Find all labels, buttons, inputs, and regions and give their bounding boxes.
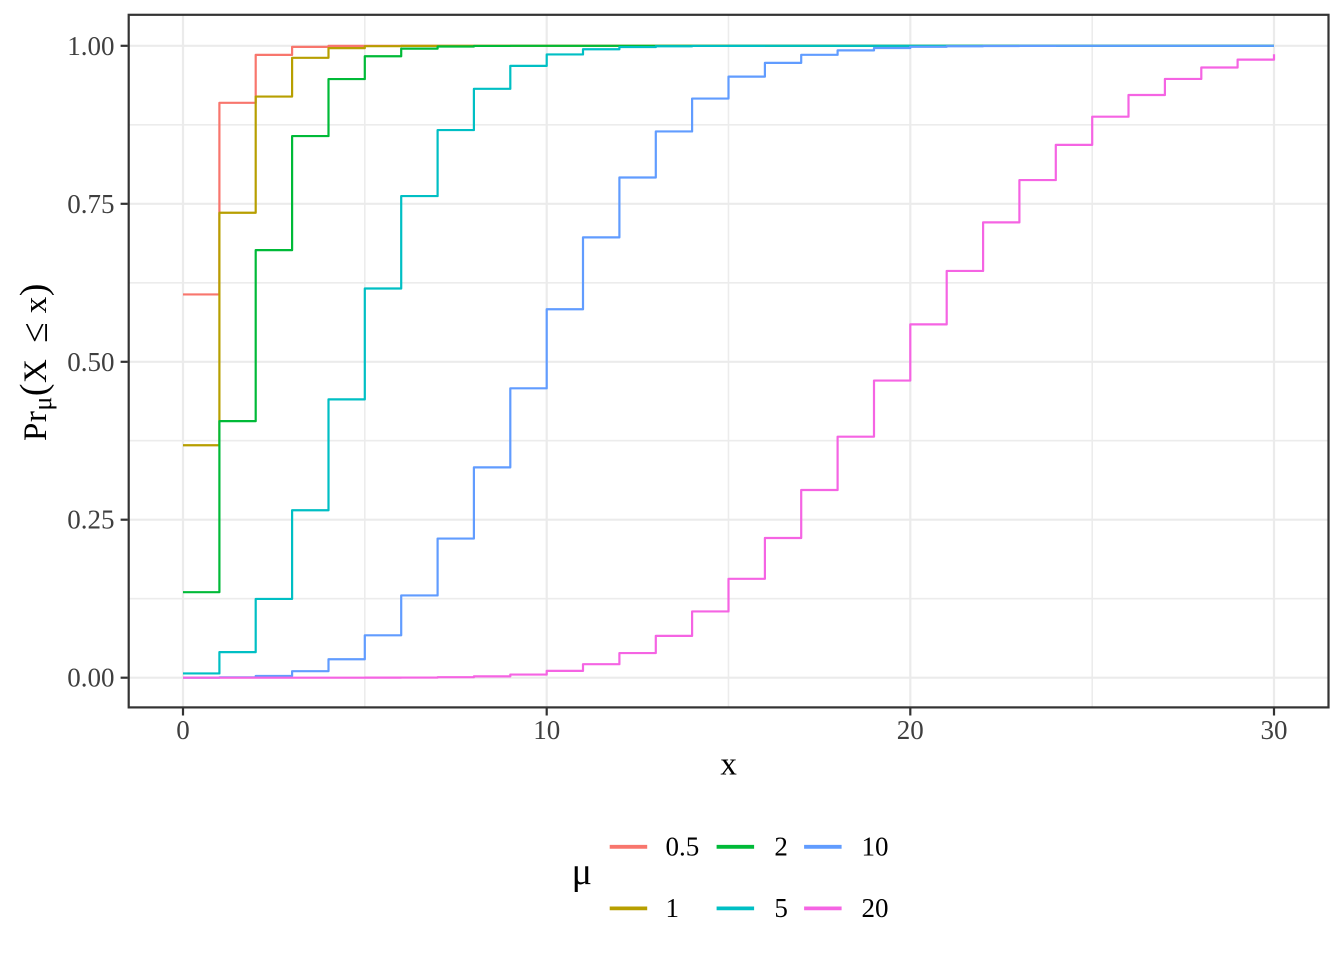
- svg-text:0.00: 0.00: [67, 663, 114, 693]
- svg-text:5: 5: [774, 893, 788, 923]
- svg-text:x: x: [720, 747, 737, 783]
- svg-text:30: 30: [1261, 715, 1288, 745]
- svg-text:0.50: 0.50: [67, 347, 114, 377]
- svg-text:0.25: 0.25: [67, 505, 114, 535]
- svg-text:10: 10: [533, 715, 560, 745]
- svg-text:0: 0: [176, 715, 190, 745]
- svg-text:10: 10: [862, 831, 889, 861]
- svg-text:Prμ(X ≤ x): Prμ(X ≤ x): [13, 283, 57, 441]
- svg-text:2: 2: [774, 831, 788, 861]
- svg-text:1: 1: [666, 893, 680, 923]
- svg-text:0.75: 0.75: [67, 189, 114, 219]
- svg-text:20: 20: [897, 715, 924, 745]
- svg-text:1.00: 1.00: [67, 31, 114, 61]
- svg-text:μ: μ: [572, 851, 592, 893]
- svg-text:0.5: 0.5: [666, 831, 700, 861]
- svg-text:20: 20: [862, 893, 889, 923]
